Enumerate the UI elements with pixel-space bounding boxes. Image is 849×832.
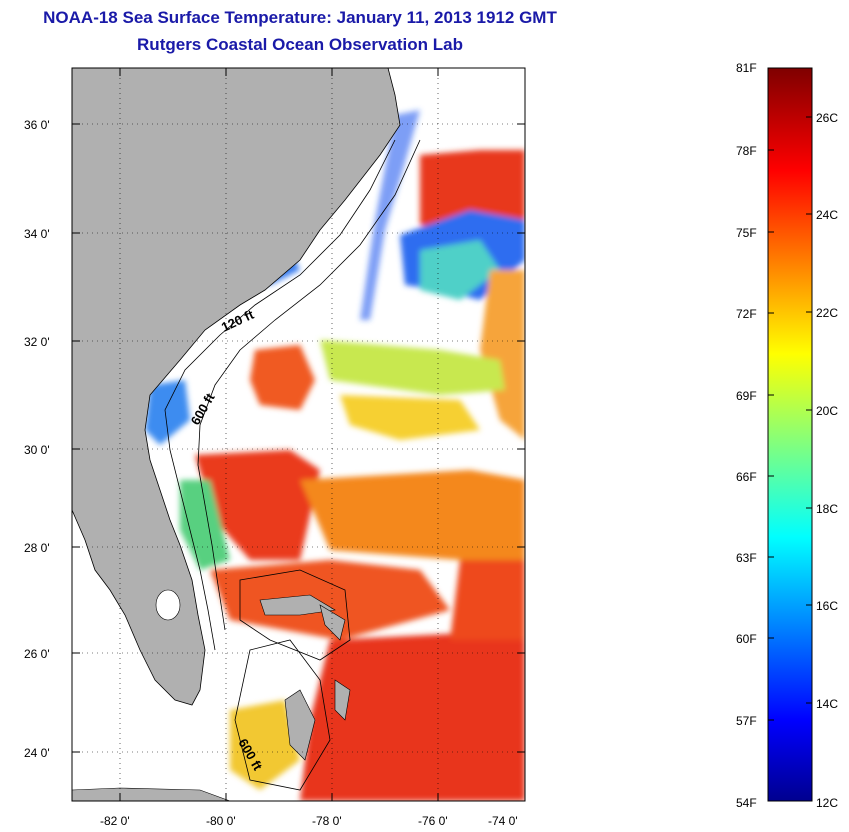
sst-patch-eddy — [250, 345, 315, 410]
lat-label-26: 26 0' — [24, 647, 50, 661]
sst-patch-right-red — [450, 560, 525, 640]
colorbar-f-63: 63F — [736, 551, 757, 565]
sst-patch-coastal-blue-strip — [360, 110, 420, 320]
colorbar-f-81: 81F — [736, 61, 757, 75]
sst-patch-mid-orange — [300, 470, 525, 560]
colorbar-f-57: 57F — [736, 714, 757, 728]
map-ticks — [72, 68, 525, 801]
land-us-coast — [72, 68, 401, 706]
sst-patch-bahamas-n — [210, 560, 450, 640]
colorbar-f-54: 54F — [736, 796, 757, 810]
sst-patches — [145, 110, 525, 801]
sst-patch-south-gulfstream — [195, 450, 320, 560]
lon-label-76: -76 0' — [418, 814, 448, 828]
map-grid — [72, 68, 525, 801]
map-area — [72, 68, 525, 801]
colorbar-f-66: 66F — [736, 470, 757, 484]
lat-label-32: 32 0' — [24, 335, 50, 349]
colorbar-f-72: 72F — [736, 307, 757, 321]
map-frame — [71, 67, 526, 802]
lon-label-78: -78 0' — [312, 814, 342, 828]
colorbar-c-20: 20C — [816, 404, 839, 418]
lon-label-74: -74 0' — [488, 814, 518, 828]
colorbar-c-24: 24C — [816, 208, 839, 222]
sst-patch-band-b — [340, 395, 480, 440]
land-abaco — [319, 604, 346, 641]
colorbar-f-69: 69F — [736, 389, 757, 403]
colorbar-c-26: 26C — [816, 111, 839, 125]
lon-label-82: -82 0' — [100, 814, 130, 828]
colorbar-f-75: 75F — [736, 226, 757, 240]
sst-patch-ne — [420, 150, 525, 235]
sst-patch-se-red — [300, 630, 525, 801]
lat-label-30: 30 0' — [24, 443, 50, 457]
sst-patch-band — [320, 340, 505, 395]
colorbar-f-78: 78F — [736, 144, 757, 158]
contour-bahamas — [234, 569, 351, 791]
contour-600ft — [197, 139, 421, 631]
lat-label-24: 24 0' — [24, 746, 50, 760]
lon-label-80: -80 0' — [206, 814, 236, 828]
lake-okeechobee — [155, 589, 181, 621]
colorbar-ticks — [768, 116, 812, 721]
sst-patch-east-orange — [480, 270, 525, 440]
colorbar-c-16: 16C — [816, 599, 839, 613]
colorbar-c-18: 18C — [816, 502, 839, 516]
map-subtitle: Rutgers Coastal Ocean Observation Lab — [137, 35, 463, 54]
colorbar — [767, 67, 813, 802]
sst-patch-ne-teal — [420, 240, 500, 300]
colorbar-c-12: 12C — [816, 796, 839, 810]
colorbar-f-60: 60F — [736, 632, 757, 646]
sst-patch-green-front — [180, 480, 230, 570]
lat-label-28: 28 0' — [24, 541, 50, 555]
land-eleuthera — [334, 679, 351, 721]
lat-label-36: 36 0' — [24, 118, 50, 132]
contour-120ft — [164, 139, 396, 651]
sst-patch-coast-mid — [145, 380, 190, 445]
colorbar-c-22: 22C — [816, 306, 839, 320]
map-title: NOAA-18 Sea Surface Temperature: January… — [43, 8, 557, 27]
land-andros — [284, 689, 316, 761]
land-cuba-edge — [72, 787, 231, 801]
colorbar-c-14: 14C — [816, 697, 839, 711]
sst-patch-sw-yellow — [230, 700, 300, 790]
land-grand-bahama — [259, 594, 336, 616]
lat-label-34: 34 0' — [24, 227, 50, 241]
